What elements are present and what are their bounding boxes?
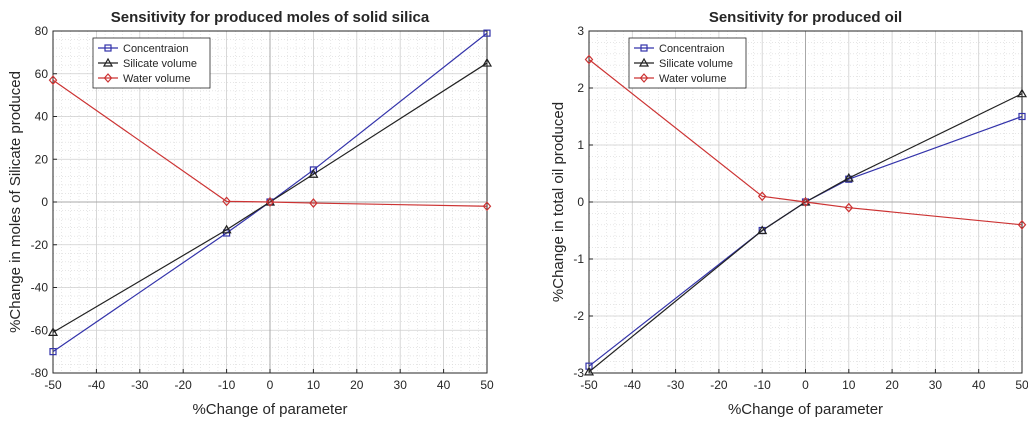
chart-2: -50 -40 -30 -20 -10 0 10 20 30 40 50-3-2-10123Sens… xyxy=(550,9,1028,418)
y-tick-label: 80 xyxy=(35,24,49,38)
data-point xyxy=(585,362,593,370)
data-point xyxy=(47,327,59,336)
legend: Concentraion Silicate volume Water volume xyxy=(92,37,211,89)
data-point xyxy=(309,198,318,208)
x-tick-label: 50 xyxy=(1015,378,1028,392)
legend-entry-label: Concentraion xyxy=(659,43,724,55)
data-point xyxy=(222,196,231,207)
y-tick-label: 2 xyxy=(577,81,584,95)
x-tick-label: 10 xyxy=(307,378,321,392)
legend-marker xyxy=(103,73,113,83)
chart-title: Sensitivity for produced moles of solid … xyxy=(111,9,430,26)
x-tick-label: -20 xyxy=(710,378,728,392)
data-point xyxy=(265,197,275,207)
legend-marker xyxy=(640,44,648,52)
x-tick-label: 40 xyxy=(972,378,986,392)
x-tick-label: -40 xyxy=(88,378,106,392)
data-point xyxy=(49,348,57,356)
legend-entry-label: Silicate volume xyxy=(123,58,197,70)
x-tick-label: 0 xyxy=(267,378,274,392)
data-point xyxy=(221,224,232,234)
data-point xyxy=(801,197,810,207)
data-point xyxy=(308,169,319,178)
x-tick-label: 20 xyxy=(350,378,364,392)
y-tick-label: 60 xyxy=(35,67,49,81)
data-point xyxy=(1017,219,1027,230)
x-tick-label: 20 xyxy=(885,378,899,392)
y-tick-label: -3 xyxy=(573,366,584,380)
y-tick-label: -40 xyxy=(31,281,49,295)
data-point xyxy=(309,166,317,174)
x-tick-label: -30 xyxy=(667,378,685,392)
data-point xyxy=(1018,112,1026,121)
series-water-volume xyxy=(48,75,492,212)
data-point xyxy=(481,57,493,67)
y-axis-label: %Change in moles of Silicate produced xyxy=(7,71,24,333)
data-point xyxy=(1016,88,1028,98)
legend-entry-label: Water volume xyxy=(659,73,726,85)
data-point xyxy=(757,225,768,235)
y-tick-label: 3 xyxy=(577,24,584,38)
y-tick-label: -20 xyxy=(31,238,49,252)
data-point xyxy=(483,29,491,37)
y-tick-label: -80 xyxy=(31,366,49,380)
x-tick-label: 10 xyxy=(842,378,856,392)
x-tick-label: -50 xyxy=(44,378,62,392)
data-point xyxy=(48,75,58,86)
legend-marker xyxy=(638,57,650,67)
x-tick-label: 40 xyxy=(437,378,451,392)
data-point xyxy=(482,201,492,212)
legend-entry-label: Silicate volume xyxy=(659,58,733,70)
data-point xyxy=(757,191,767,202)
x-tick-label: -10 xyxy=(754,378,772,392)
data-point xyxy=(844,202,854,213)
data-point xyxy=(584,54,594,65)
x-axis-label: %Change of parameter xyxy=(728,401,883,418)
y-tick-label: 20 xyxy=(35,152,49,166)
x-tick-label: 50 xyxy=(480,378,494,392)
y-tick-label: 0 xyxy=(41,195,48,209)
x-tick-label: -40 xyxy=(624,378,642,392)
x-tick-label: 30 xyxy=(929,378,943,392)
x-tick-label: -50 xyxy=(580,378,598,392)
legend-entry-label: Concentraion xyxy=(123,43,188,55)
chart-1: -50 -40 -30 -20 -10 0 10 20 30 40 50 -80 -60 -40 -20 0 2… xyxy=(7,9,494,418)
y-tick-label: -60 xyxy=(31,323,49,337)
y-tick-label: -1 xyxy=(573,252,584,266)
legend-marker xyxy=(639,73,649,83)
series-water-volume xyxy=(584,54,1027,230)
x-tick-label: -10 xyxy=(218,378,236,392)
series-line xyxy=(588,59,1023,226)
y-tick-label: 0 xyxy=(577,195,584,209)
x-tick-label: -30 xyxy=(131,378,149,392)
x-tick-label: -20 xyxy=(175,378,193,392)
x-tick-label: 30 xyxy=(394,378,408,392)
y-tick-label: 40 xyxy=(35,110,49,124)
data-point xyxy=(583,366,595,376)
y-tick-label: 1 xyxy=(577,138,584,152)
chart-title: Sensitivity for produced oil xyxy=(709,9,902,26)
legend-entry-label: Water volume xyxy=(123,73,190,85)
y-tick-label: -2 xyxy=(573,309,584,323)
legend: Concentraion Silicate volume Water volume xyxy=(628,37,747,89)
data-point xyxy=(843,172,854,182)
series-line xyxy=(52,79,488,207)
legend-marker xyxy=(104,44,112,52)
y-axis-label: %Change in total oil produced xyxy=(550,102,567,302)
x-axis-label: %Change of parameter xyxy=(192,401,347,418)
x-tick-label: 0 xyxy=(802,378,809,392)
legend-marker xyxy=(102,57,114,67)
